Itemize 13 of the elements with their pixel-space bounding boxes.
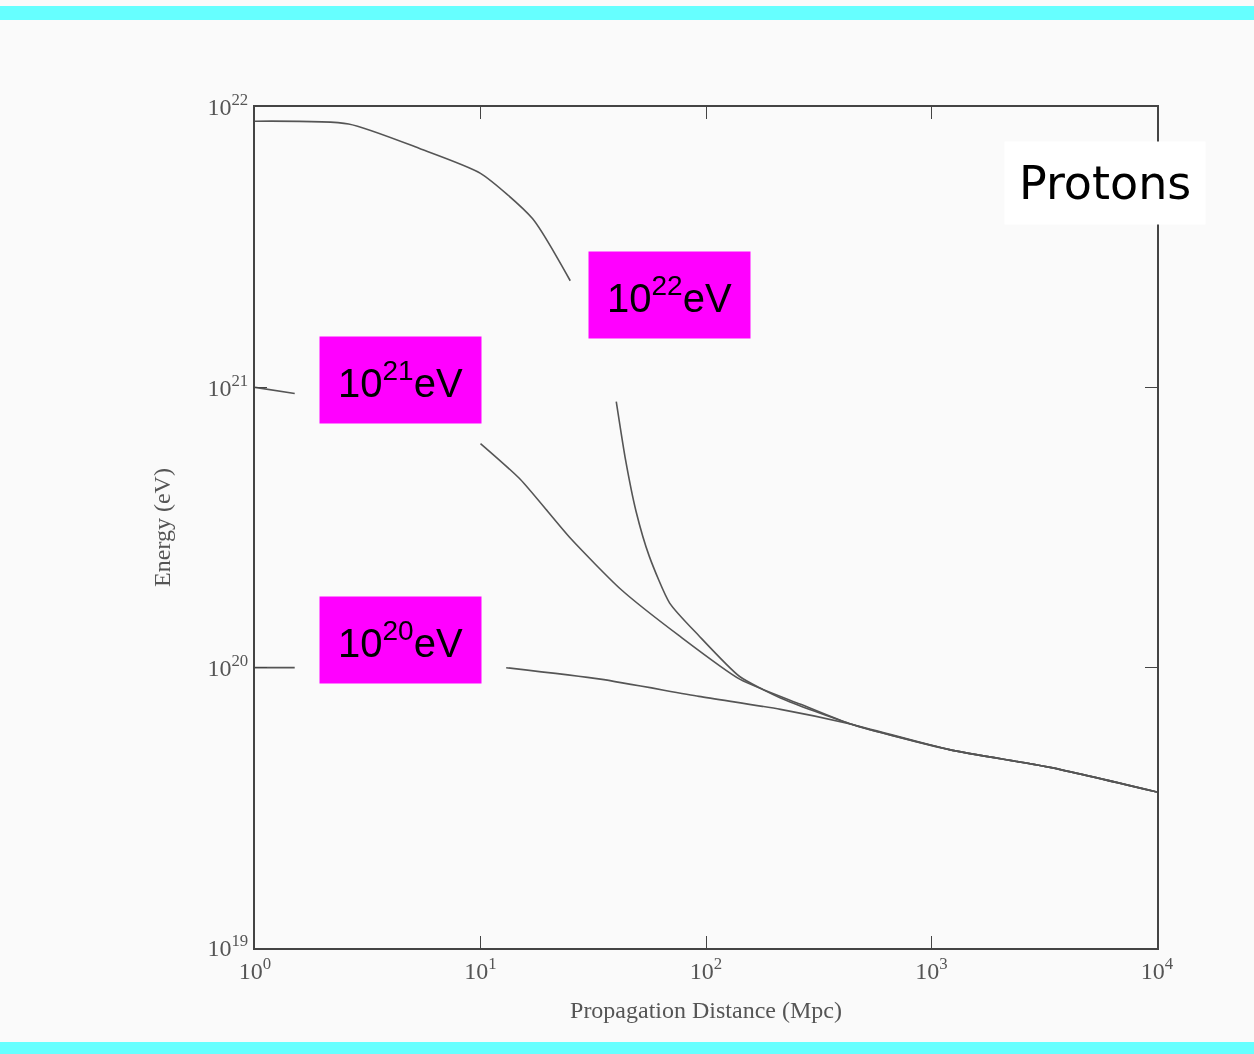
y-tick-label: 10$^{22}$: [207, 90, 249, 121]
y-tick-label: 10$^{21}$: [207, 370, 249, 401]
series-label: 10$^{22}$eV: [607, 270, 732, 320]
x-tick-label: 10$^{4}$: [1140, 953, 1174, 984]
x-axis-title: Propagation Distance (Mpc): [570, 996, 842, 1023]
text: Protons: [1019, 156, 1192, 210]
y-tick-label: 10$^{20}$: [207, 650, 249, 682]
series-label: 10$^{20}$eV: [338, 615, 463, 665]
series-label: 10$^{21}$eV: [338, 355, 463, 405]
x-tick-label: 10$^{3}$: [915, 953, 948, 984]
x-tick-label: 10$^{1}$: [464, 953, 497, 984]
x-tick-label: 10$^{2}$: [689, 953, 723, 984]
y-axis-title: Energy (eV): [149, 468, 176, 587]
